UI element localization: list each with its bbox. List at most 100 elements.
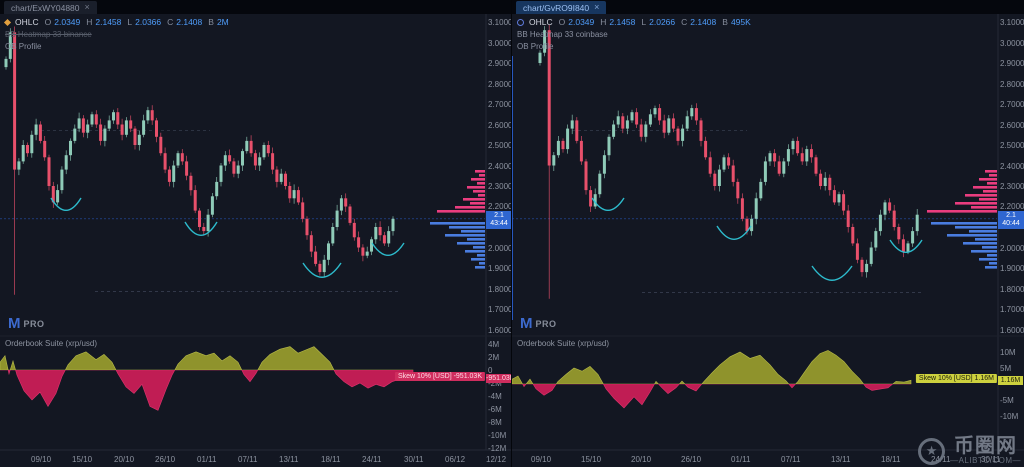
chart-plot-area[interactable] xyxy=(512,0,1024,467)
price-axis-label: 2.3000 xyxy=(1000,182,1024,191)
skew-axis-tag: 1.16M xyxy=(998,376,1023,385)
time-axis-label: 01/11 xyxy=(731,455,751,464)
chart-plot-area[interactable] xyxy=(0,0,511,467)
close-icon[interactable]: × xyxy=(84,2,90,12)
high-label: H xyxy=(86,17,93,27)
price-axis-label: 1.8000 xyxy=(1000,285,1024,294)
open-label: O xyxy=(44,17,52,27)
pane-scale-label: -8M xyxy=(488,418,502,427)
pane-scale-label: 0 xyxy=(488,366,493,375)
open-value: 2.0349 xyxy=(568,17,595,27)
price-axis-label: 2.8000 xyxy=(1000,80,1024,89)
indicator-pane-title[interactable]: Orderbook Suite (xrp/usd) xyxy=(5,339,98,348)
time-axis-label: 18/11 xyxy=(881,455,901,464)
price-axis-label: 3.1000 xyxy=(1000,18,1024,27)
volume-value: 495K xyxy=(730,17,751,27)
provider-watermark: M PRO xyxy=(520,316,557,331)
price-axis-label: 2.9000 xyxy=(488,59,512,68)
close-value: 2.1408 xyxy=(176,17,203,27)
indicator-pane-title[interactable]: Orderbook Suite (xrp/usd) xyxy=(517,339,610,348)
pane-scale-label: 5M xyxy=(1000,364,1012,373)
pane-scale-label: -6M xyxy=(488,405,502,414)
close-icon[interactable]: × xyxy=(594,2,600,12)
price-axis-label: 3.0000 xyxy=(488,39,512,48)
time-axis-label: 15/10 xyxy=(581,455,602,464)
low-value: 2.0366 xyxy=(135,17,162,27)
pane-scale-label: 2M xyxy=(488,353,500,362)
time-axis-label: 07/11 xyxy=(781,455,801,464)
legend: OHLC O 2.0349 H 2.1458 L 2.0266 C 2.1408 B 49… xyxy=(517,17,751,53)
tab-label: chart/GvRO9I840 xyxy=(523,2,590,13)
tab-label: chart/ExWY04880 xyxy=(11,2,80,13)
tabbar-left: chart/ExWY04880 × xyxy=(0,0,511,14)
time-axis-label: 13/11 xyxy=(279,455,299,464)
pane-scale-label: 4M xyxy=(488,340,500,349)
time-axis-label: 18/11 xyxy=(321,455,341,464)
price-axis-label: 2.9000 xyxy=(1000,59,1024,68)
price-axis-label: 2.6000 xyxy=(1000,121,1024,130)
provider-watermark: M PRO xyxy=(8,316,45,331)
time-axis-label: 13/11 xyxy=(831,455,851,464)
indicator-row-ob-profile[interactable]: OB Profile xyxy=(517,41,554,51)
volume-value: 2M xyxy=(216,17,229,27)
close-label: C xyxy=(681,17,688,27)
skew-value-pill: Skew 10% [USD] -951.03K xyxy=(394,372,485,381)
series-marker-icon xyxy=(3,18,12,26)
provider-pro-label: PRO xyxy=(23,319,45,329)
tab-chart-left[interactable]: chart/ExWY04880 × xyxy=(4,1,97,14)
price-axis-label: 2.7000 xyxy=(1000,100,1024,109)
provider-pro-label: PRO xyxy=(535,319,557,329)
pane-scale-label: -10M xyxy=(1000,412,1019,421)
time-axis-label: 09/10 xyxy=(531,455,552,464)
skew-value-pill: Skew 10% [USD] 1.16M xyxy=(915,374,997,383)
price-axis-label: 2.0000 xyxy=(1000,244,1024,253)
low-label: L xyxy=(641,17,647,27)
current-price-value: 2.1 xyxy=(1006,212,1016,219)
time-axis-label: 01/11 xyxy=(197,455,217,464)
low-value: 2.0266 xyxy=(649,17,676,27)
time-axis-label: 26/10 xyxy=(155,455,176,464)
close-value: 2.1408 xyxy=(690,17,717,27)
high-label: H xyxy=(600,17,607,27)
price-axis-label: 2.7000 xyxy=(488,100,512,109)
site-name: 币圈网 xyxy=(954,435,1018,457)
price-axis-label: 3.0000 xyxy=(1000,39,1024,48)
price-axis-label: 2.5000 xyxy=(488,141,512,150)
open-value: 2.0349 xyxy=(54,17,81,27)
ohlc-legend-row[interactable]: OHLC O 2.0349 H 2.1458 L 2.0366 C 2.1408 B 2M xyxy=(3,17,229,27)
time-axis-label: 24/11 xyxy=(362,455,382,464)
skew-axis-tag: -951.03K xyxy=(486,374,512,383)
indicator-row-heatmap[interactable]: BB Heatmap 33 binance xyxy=(5,29,92,39)
pane-scale-label: -2M xyxy=(488,379,502,388)
high-value: 2.1458 xyxy=(609,17,636,27)
time-axis-label: 15/10 xyxy=(72,455,93,464)
indicator-row-heatmap[interactable]: BB Heatmap 33 coinbase xyxy=(517,29,608,39)
current-price-tag: 2.1 40:44 xyxy=(998,211,1024,229)
pane-scale-label: -4M xyxy=(488,392,502,401)
price-axis-label: 2.4000 xyxy=(488,162,512,171)
price-axis-label: 2.6000 xyxy=(488,121,512,130)
pane-scale-label: -5M xyxy=(1000,396,1014,405)
tab-chart-right[interactable]: chart/GvRO9I840 × xyxy=(516,1,607,14)
site-watermark: ★ 币圈网 —ALIBTC.COM— xyxy=(915,435,1024,467)
indicator-row-ob-profile[interactable]: OB Profile xyxy=(5,41,42,51)
time-axis-label: 06/12 xyxy=(445,455,466,464)
price-axis-label: 1.9000 xyxy=(488,264,512,273)
volume-label: B xyxy=(208,17,214,27)
price-axis-label: 1.6000 xyxy=(1000,326,1024,335)
open-label: O xyxy=(558,17,566,27)
price-axis-label: 1.7000 xyxy=(1000,305,1024,314)
time-axis-label: 30/11 xyxy=(981,455,1001,464)
price-axis-label: 2.3000 xyxy=(488,182,512,191)
price-axis-label: 1.6000 xyxy=(488,326,512,335)
time-axis-label: 20/10 xyxy=(631,455,652,464)
price-axis-label: 2.4000 xyxy=(1000,162,1024,171)
time-axis-label: 30/11 xyxy=(404,455,424,464)
ohlc-legend-row[interactable]: OHLC O 2.0349 H 2.1458 L 2.0266 C 2.1408 B 49… xyxy=(517,17,751,27)
bar-countdown: 43:44 xyxy=(490,220,508,227)
series-name: OHLC xyxy=(529,17,553,27)
price-axis-label: 2.2000 xyxy=(1000,202,1024,211)
series-marker-icon xyxy=(517,18,524,26)
price-axis-label: 2.2000 xyxy=(488,202,512,211)
